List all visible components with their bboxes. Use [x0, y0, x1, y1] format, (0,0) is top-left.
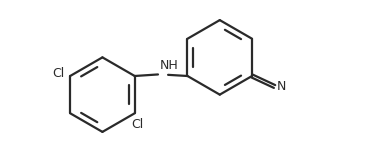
Text: N: N	[277, 80, 286, 93]
Text: Cl: Cl	[132, 118, 144, 131]
Text: NH: NH	[160, 59, 178, 72]
Text: Cl: Cl	[53, 67, 65, 80]
